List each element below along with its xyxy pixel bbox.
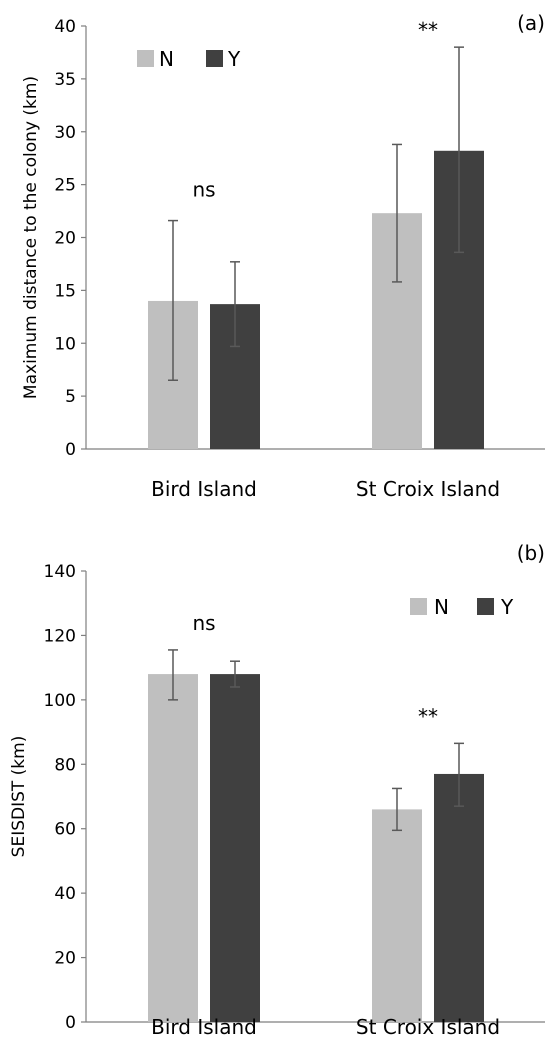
y-tick-label: 40 (54, 17, 76, 37)
panel-label: (a) (517, 11, 545, 35)
y-axis-label: SEISDIST (km) (9, 736, 29, 858)
y-tick-label: 40 (54, 884, 76, 904)
y-tick-label: 20 (54, 229, 76, 249)
bar (148, 674, 198, 1022)
y-tick-label: 10 (54, 334, 76, 354)
y-tick-label: 30 (54, 123, 76, 143)
category-label: St Croix Island (356, 1015, 500, 1039)
panel-label: (b) (517, 541, 545, 565)
y-tick-label: 25 (54, 176, 76, 196)
category-label: Bird Island (151, 1015, 257, 1039)
panel-a: 0 5 10 15 20 25 30 35 40 Maximum distance to the … (21, 11, 545, 501)
y-tick-label: 120 (44, 626, 76, 646)
legend-label: N (434, 595, 449, 619)
legend-label: Y (500, 595, 514, 619)
y-tick-label: 80 (54, 755, 76, 775)
legend-swatch (206, 50, 223, 67)
y-tick-label: 60 (54, 820, 76, 840)
legend-label: N (159, 47, 174, 71)
significance-label: ** (418, 704, 438, 728)
y-axis-label: Maximum distance to the colony (km) (21, 76, 41, 399)
y-tick-label: 20 (54, 949, 76, 969)
significance-label: ** (418, 18, 438, 42)
panel-b: 0 20 40 60 80 100 120 140 SEISDIST (km) Bird Isla… (9, 541, 545, 1039)
legend-swatch (410, 598, 427, 615)
y-tick-label: 35 (54, 70, 76, 90)
significance-label: ns (192, 611, 215, 635)
category-label: St Croix Island (356, 477, 500, 501)
y-tick-label: 15 (54, 281, 76, 301)
y-tick-label: 0 (65, 440, 76, 460)
bar (210, 674, 260, 1022)
y-tick-label: 140 (44, 562, 76, 582)
legend-label: Y (227, 47, 241, 71)
significance-label: ns (192, 178, 215, 202)
legend-swatch (137, 50, 154, 67)
bar (372, 809, 422, 1022)
y-tick-label: 100 (44, 691, 76, 711)
legend-swatch (477, 598, 494, 615)
category-label: Bird Island (151, 477, 257, 501)
y-tick-label: 5 (65, 387, 76, 407)
y-tick-label: 0 (65, 1013, 76, 1033)
bar (434, 773, 484, 1022)
